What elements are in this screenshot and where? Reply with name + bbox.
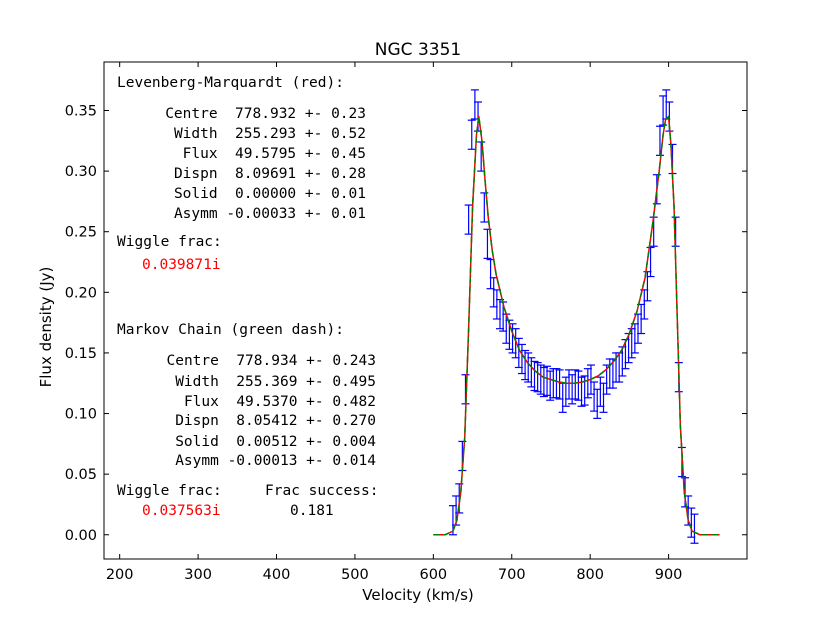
y-tick-label: 0.30 — [65, 164, 97, 180]
lm-header: Levenberg-Marquardt (red): — [117, 75, 344, 91]
mc-param-solid: Solid 0.00512 +- 0.004 — [175, 434, 376, 450]
lm-wiggle-value: 0.039871i — [142, 257, 221, 273]
mc-param-centre: Centre 778.934 +- 0.243 — [166, 353, 376, 369]
x-axis-label: Velocity (km/s) — [362, 586, 473, 604]
y-axis-label: Flux density (Jy) — [37, 267, 55, 388]
y-tick-label: 0.10 — [65, 407, 97, 423]
y-tick-label: 0.05 — [65, 467, 97, 483]
data-point — [480, 192, 489, 223]
frac-success-value: 0.181 — [290, 503, 334, 519]
y-tick-label: 0.20 — [65, 285, 97, 301]
frac-success-label: Frac success: — [265, 483, 379, 499]
data-point — [467, 119, 476, 150]
lm-wiggle-label: Wiggle frac: — [117, 234, 222, 250]
mc-annotation: Markov Chain (green dash): Centre 778.93… — [117, 322, 379, 519]
x-tick-label: 600 — [419, 567, 447, 583]
fit-lines — [433, 115, 720, 536]
mc-header: Markov Chain (green dash): — [117, 322, 344, 338]
y-tick-label: 0.15 — [65, 346, 97, 362]
x-tick-label: 800 — [576, 567, 604, 583]
data-point — [646, 246, 655, 278]
lm-param-centre: Centre 778.932 +- 0.23 — [165, 106, 366, 122]
x-tick-label: 500 — [341, 567, 369, 583]
data-point — [690, 513, 699, 544]
y-tick-label: 0.25 — [65, 225, 97, 241]
lm-param-asymm: Asymm -0.00033 +- 0.01 — [174, 206, 366, 222]
data-point — [655, 125, 664, 156]
x-tick-label: 400 — [263, 567, 291, 583]
y-tick-label: 0.35 — [65, 103, 97, 119]
mc-wiggle-value: 0.037563i — [142, 503, 221, 519]
x-tick-label: 700 — [498, 567, 526, 583]
x-tick-label: 900 — [655, 567, 683, 583]
y-tick-label: 0.00 — [65, 528, 97, 544]
mc-param-flux: Flux 49.5370 +- 0.482 — [184, 394, 376, 410]
mc-wiggle-label: Wiggle frac: — [117, 483, 222, 499]
mc-param-width: Width 255.369 +- 0.495 — [175, 374, 376, 390]
axes-frame — [103, 61, 748, 560]
mc-fit-line — [433, 115, 720, 536]
lm-param-dispn: Dispn 8.09691 +- 0.28 — [174, 166, 366, 182]
x-axis-ticks: 200 300 400 500 600 700 800 900 — [106, 62, 683, 583]
y-axis-ticks: 0.00 0.05 0.10 0.15 0.20 0.25 0.30 0.35 — [65, 103, 747, 544]
lm-annotation: Levenberg-Marquardt (red): Centre 778.93… — [117, 75, 366, 273]
lm-param-flux: Flux 49.5795 +- 0.45 — [183, 146, 366, 162]
chart-title: NGC 3351 — [375, 40, 461, 60]
lm-param-solid: Solid 0.00000 +- 0.01 — [174, 186, 366, 202]
x-tick-label: 300 — [184, 567, 212, 583]
mc-param-dispn: Dispn 8.05412 +- 0.270 — [175, 413, 376, 429]
mc-param-asymm: Asymm -0.00013 +- 0.014 — [175, 453, 376, 469]
x-tick-label: 200 — [106, 567, 134, 583]
lm-param-width: Width 255.293 +- 0.52 — [174, 126, 366, 142]
data-errorbars — [448, 89, 699, 544]
